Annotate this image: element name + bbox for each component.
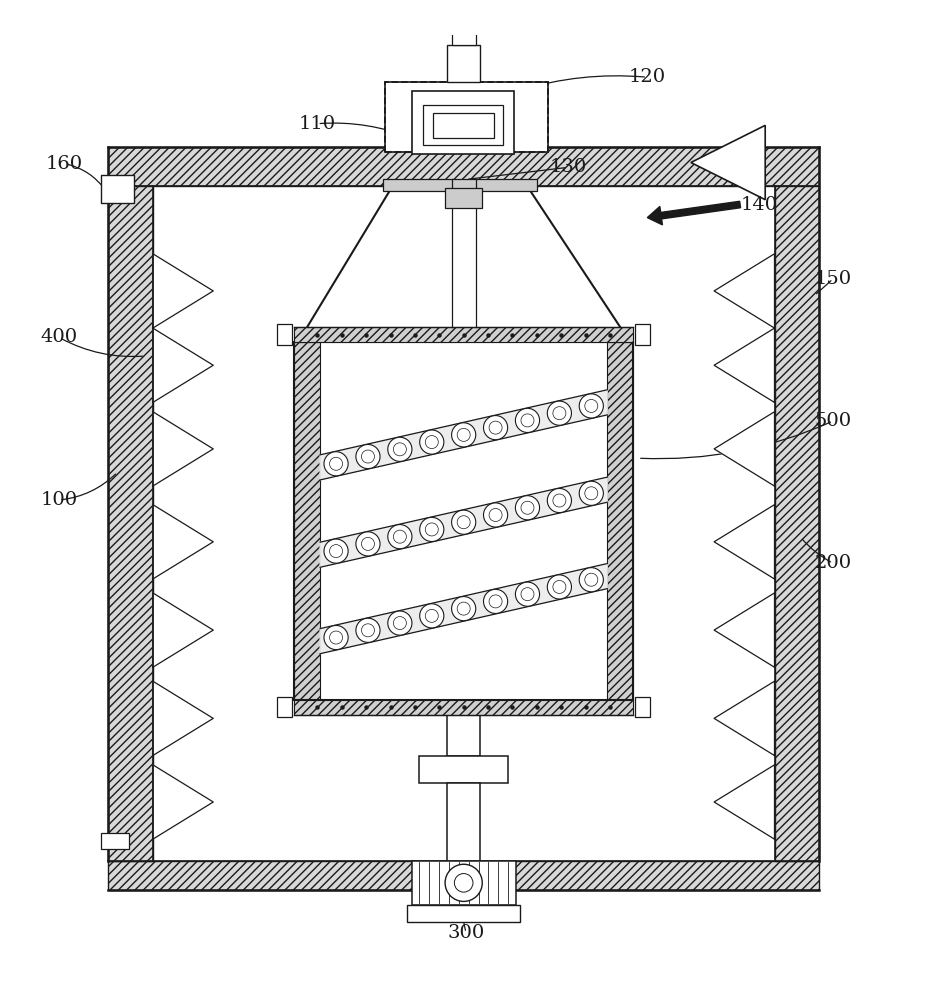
Text: 500: 500 (815, 412, 852, 430)
Circle shape (484, 416, 508, 440)
Polygon shape (714, 681, 774, 756)
Text: 100: 100 (40, 491, 77, 509)
Circle shape (388, 611, 412, 635)
Polygon shape (153, 412, 213, 486)
FancyArrow shape (648, 201, 741, 225)
Bar (385, 82, 548, 152)
Circle shape (579, 481, 603, 505)
Circle shape (452, 423, 475, 447)
Polygon shape (153, 593, 213, 667)
Bar (295, 342, 633, 700)
Bar (432, 113, 494, 138)
Bar (419, 756, 508, 783)
Bar (108, 147, 819, 186)
Circle shape (356, 444, 380, 469)
Bar (774, 186, 819, 861)
Polygon shape (714, 328, 774, 402)
Circle shape (356, 532, 380, 556)
Polygon shape (714, 412, 774, 486)
Bar (320, 342, 608, 700)
Polygon shape (153, 328, 213, 402)
Circle shape (419, 430, 444, 454)
Polygon shape (153, 254, 213, 328)
Bar (153, 186, 774, 861)
Circle shape (547, 575, 571, 599)
Circle shape (419, 517, 444, 542)
Bar (295, 700, 633, 715)
Bar (278, 324, 293, 345)
Circle shape (388, 437, 412, 461)
Text: 200: 200 (815, 554, 852, 572)
Polygon shape (153, 505, 213, 579)
Bar (635, 324, 650, 345)
Bar (447, 715, 480, 756)
Circle shape (515, 582, 540, 606)
Bar (295, 327, 633, 342)
Bar (447, 783, 480, 861)
Circle shape (452, 510, 475, 534)
Bar (101, 175, 134, 203)
Polygon shape (714, 505, 774, 579)
Polygon shape (320, 477, 608, 567)
Bar (412, 91, 514, 154)
Bar (445, 188, 482, 208)
Polygon shape (320, 390, 608, 480)
Polygon shape (308, 191, 621, 327)
Circle shape (455, 874, 473, 892)
Text: 140: 140 (740, 196, 777, 214)
Circle shape (356, 618, 380, 642)
Bar (108, 186, 153, 861)
Circle shape (515, 496, 540, 520)
Bar (452, 26, 475, 45)
Polygon shape (320, 564, 608, 654)
Circle shape (452, 597, 475, 621)
Circle shape (579, 394, 603, 418)
Circle shape (419, 604, 444, 628)
Bar (101, 833, 129, 849)
Circle shape (324, 452, 349, 476)
Bar (412, 861, 515, 905)
Text: 160: 160 (46, 155, 83, 173)
Polygon shape (714, 765, 774, 839)
Circle shape (515, 408, 540, 432)
Circle shape (484, 503, 508, 527)
Circle shape (445, 864, 482, 901)
Polygon shape (691, 125, 765, 200)
Circle shape (547, 488, 571, 513)
Bar (108, 861, 819, 890)
Polygon shape (153, 765, 213, 839)
Text: 400: 400 (40, 328, 77, 346)
Bar (383, 179, 537, 191)
Bar (295, 342, 320, 700)
Bar (447, 45, 480, 82)
Bar (385, 82, 548, 152)
Text: 120: 120 (629, 68, 665, 86)
Circle shape (388, 525, 412, 549)
Bar (635, 697, 650, 717)
Text: 110: 110 (299, 115, 336, 133)
Polygon shape (153, 681, 213, 756)
Circle shape (547, 401, 571, 425)
Bar (407, 905, 520, 922)
Circle shape (324, 625, 349, 650)
Circle shape (579, 568, 603, 592)
Circle shape (324, 539, 349, 563)
Bar (423, 105, 503, 145)
Bar (278, 697, 293, 717)
Text: 300: 300 (447, 924, 485, 942)
Text: 130: 130 (550, 158, 587, 176)
Text: 150: 150 (815, 270, 852, 288)
Bar (608, 342, 633, 700)
Circle shape (484, 589, 508, 613)
Polygon shape (714, 593, 774, 667)
Polygon shape (714, 254, 774, 328)
